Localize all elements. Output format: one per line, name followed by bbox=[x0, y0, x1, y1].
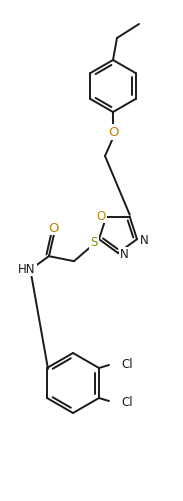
Text: O: O bbox=[97, 210, 106, 223]
Text: O: O bbox=[108, 126, 118, 139]
Text: Cl: Cl bbox=[121, 396, 133, 409]
Text: N: N bbox=[140, 233, 148, 246]
Text: S: S bbox=[90, 235, 98, 248]
Text: HN: HN bbox=[18, 262, 36, 275]
Text: O: O bbox=[49, 221, 59, 234]
Text: N: N bbox=[120, 248, 128, 261]
Text: Cl: Cl bbox=[121, 358, 133, 371]
